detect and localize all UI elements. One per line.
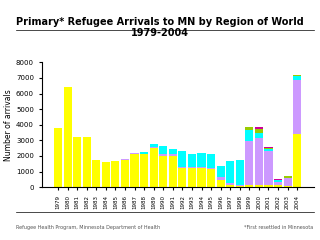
Bar (284, 179, 292, 186)
Bar (188, 154, 196, 167)
Bar (236, 186, 244, 187)
Bar (274, 185, 282, 187)
Bar (217, 177, 225, 180)
Bar (121, 160, 129, 187)
Bar (188, 168, 196, 187)
Bar (83, 137, 91, 187)
Bar (274, 182, 282, 185)
Bar (226, 183, 234, 185)
Text: *First resettled in Minnesota: *First resettled in Minnesota (244, 225, 314, 230)
Bar (255, 129, 263, 133)
Bar (92, 160, 100, 187)
Bar (169, 156, 177, 187)
Bar (245, 130, 253, 141)
Bar (197, 167, 205, 168)
Bar (188, 167, 196, 168)
Bar (255, 133, 263, 138)
Bar (159, 146, 167, 155)
Bar (226, 185, 234, 187)
Bar (150, 148, 158, 187)
Bar (245, 126, 253, 127)
Bar (274, 180, 282, 182)
Bar (245, 127, 253, 130)
Bar (217, 166, 225, 177)
Bar (236, 160, 244, 185)
Bar (73, 137, 81, 187)
Bar (207, 154, 215, 168)
Bar (245, 141, 253, 185)
Bar (178, 167, 187, 168)
Bar (150, 144, 158, 147)
Bar (284, 178, 292, 179)
Bar (131, 153, 139, 154)
Bar (255, 185, 263, 187)
Bar (131, 154, 139, 187)
Bar (293, 80, 301, 134)
Bar (64, 87, 72, 187)
Bar (245, 185, 253, 187)
Y-axis label: Number of arrivals: Number of arrivals (4, 89, 13, 161)
Text: Primary* Refugee Arrivals to MN by Region of World
1979-2004: Primary* Refugee Arrivals to MN by Regio… (16, 17, 304, 38)
Bar (140, 152, 148, 154)
Text: Refugee Health Program, Minnesota Department of Health: Refugee Health Program, Minnesota Depart… (16, 225, 160, 230)
Bar (236, 185, 244, 186)
Bar (169, 155, 177, 156)
Bar (150, 147, 158, 148)
Bar (255, 138, 263, 185)
Bar (102, 162, 110, 187)
Bar (264, 147, 273, 148)
Bar (264, 148, 273, 149)
Bar (111, 162, 119, 187)
Bar (293, 76, 301, 80)
Bar (140, 154, 148, 155)
Bar (178, 151, 187, 167)
Bar (197, 153, 205, 167)
Bar (54, 128, 62, 187)
Bar (284, 176, 292, 178)
Bar (121, 159, 129, 160)
Bar (207, 168, 215, 169)
Bar (217, 180, 225, 187)
Bar (159, 156, 167, 187)
Bar (159, 155, 167, 156)
Bar (264, 185, 273, 187)
Bar (284, 186, 292, 187)
Bar (226, 161, 234, 183)
Bar (264, 150, 273, 185)
Bar (140, 155, 148, 187)
Bar (207, 169, 215, 187)
Bar (264, 149, 273, 150)
Bar (293, 134, 301, 187)
Bar (255, 127, 263, 129)
Bar (169, 149, 177, 155)
Bar (197, 168, 205, 187)
Bar (178, 168, 187, 187)
Bar (293, 75, 301, 76)
Bar (274, 179, 282, 180)
